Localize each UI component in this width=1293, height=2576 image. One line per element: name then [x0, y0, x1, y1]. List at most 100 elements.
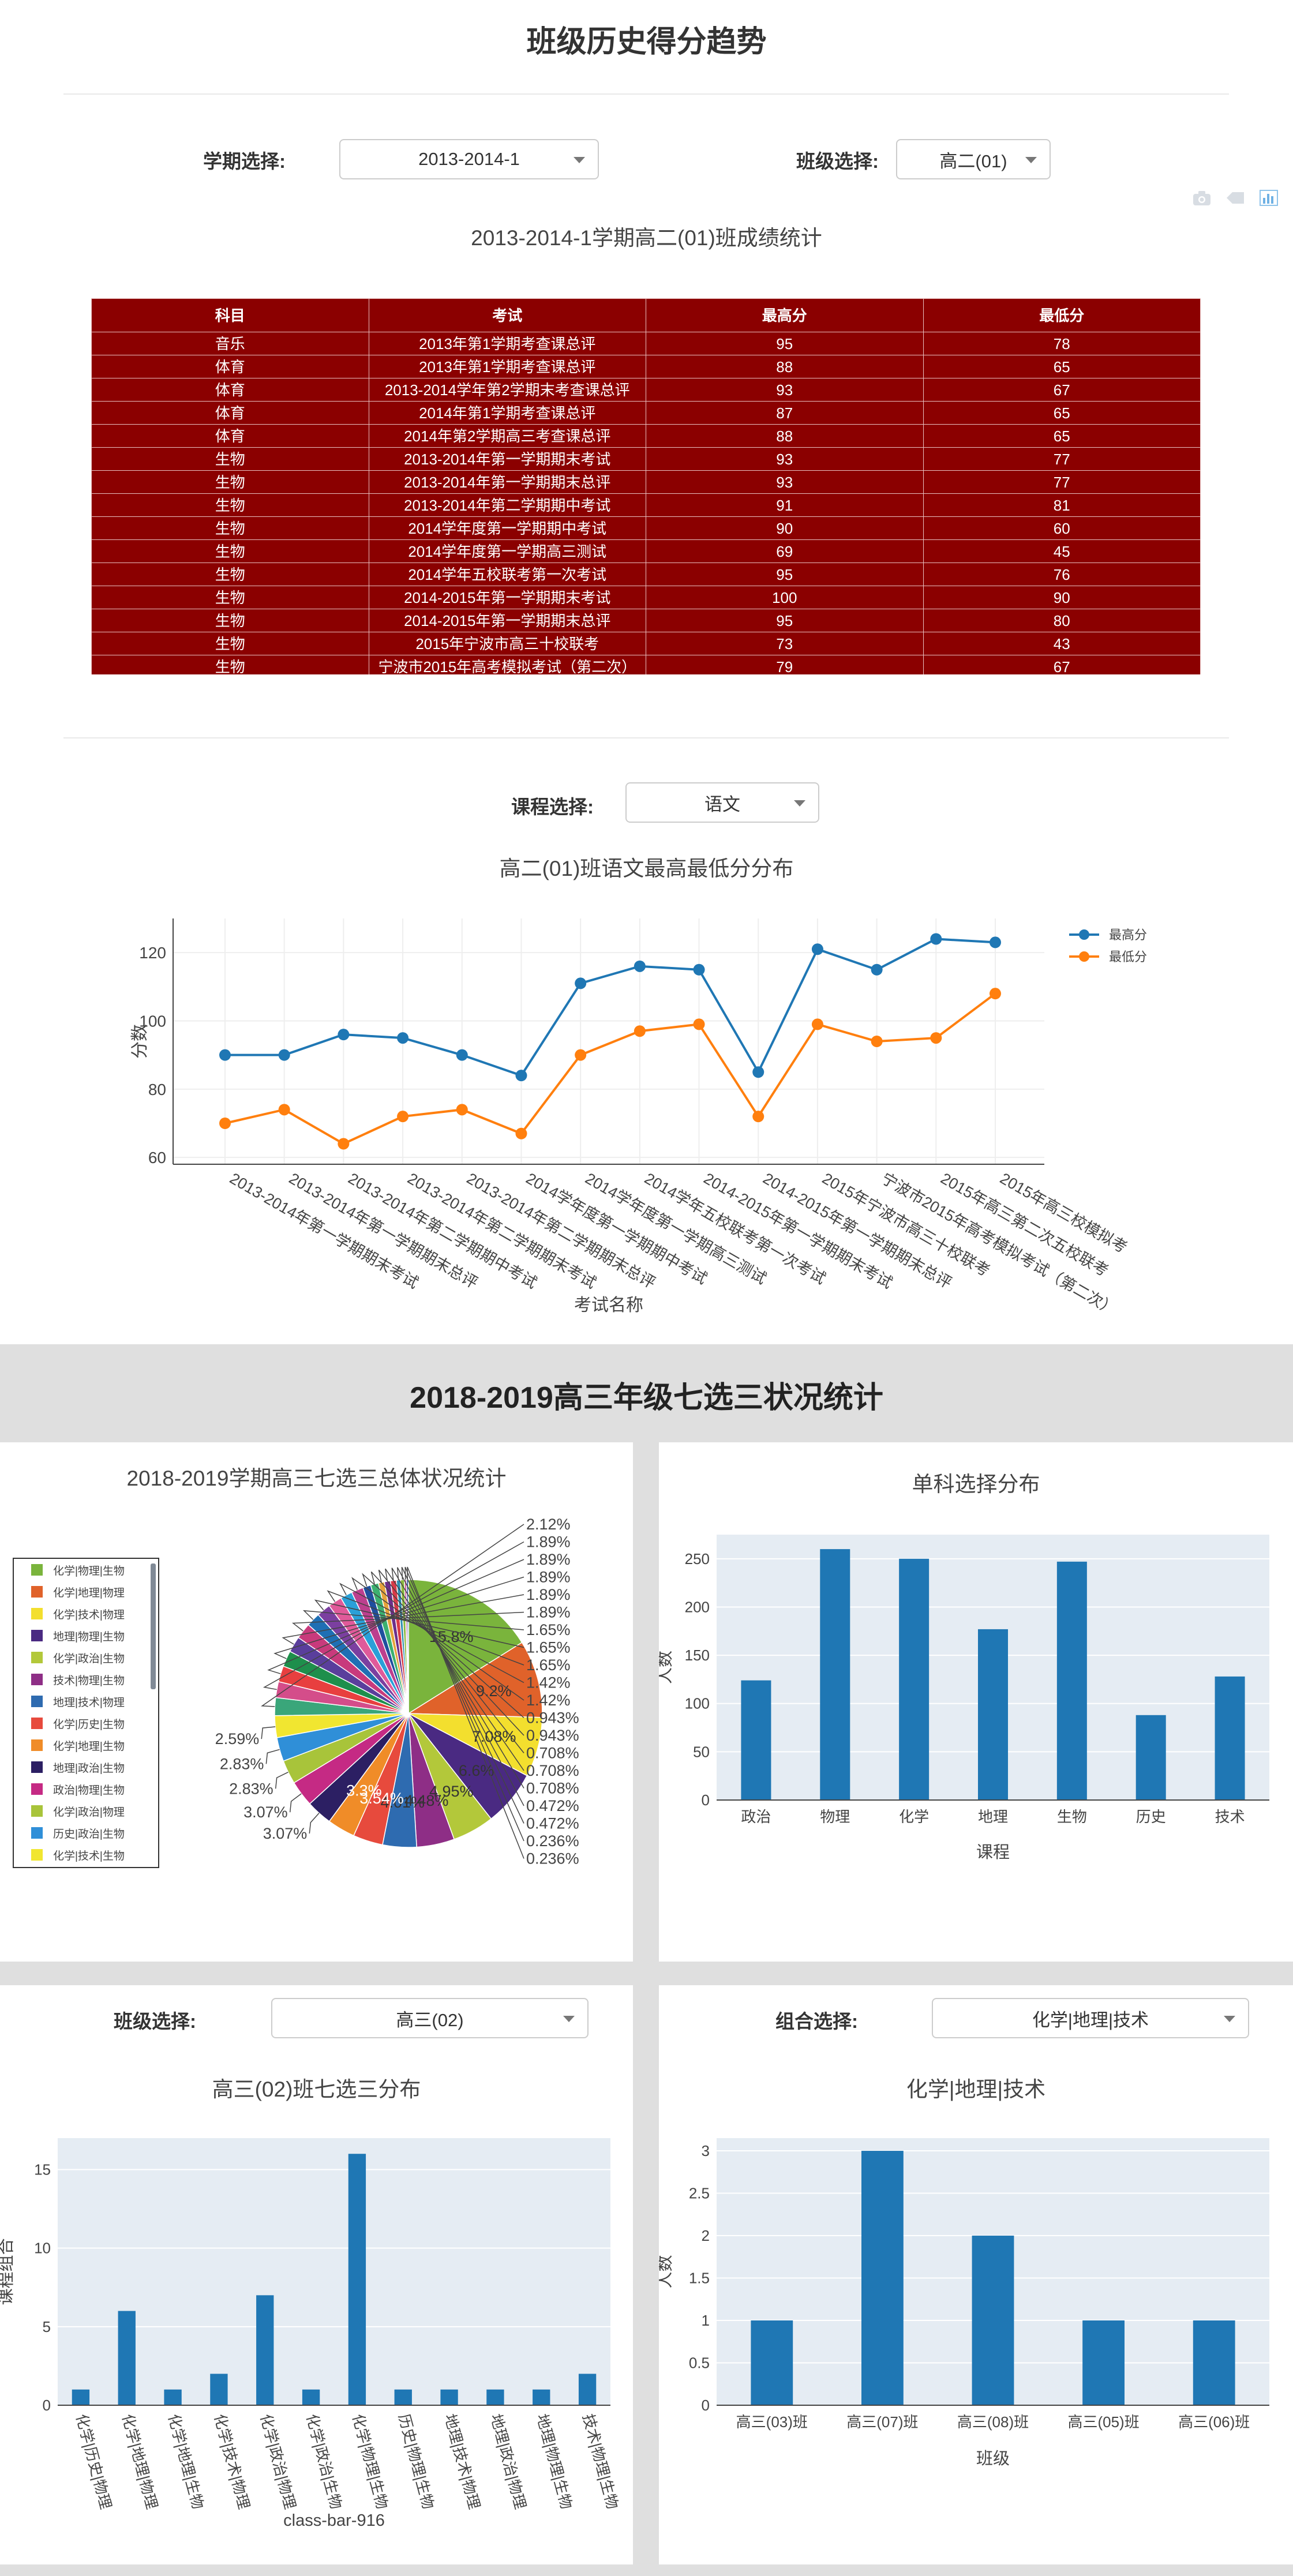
legend-item[interactable]: 地理|物理|生物 [14, 1625, 158, 1647]
data-point[interactable] [693, 963, 705, 976]
course-filter-label: 课程选择: [511, 796, 594, 818]
bar[interactable] [741, 1680, 771, 1800]
pie-legend[interactable]: 化学|物理|生物 化学|地理|物理 化学|技术|物理 地理|物理|生物 化学|政治|生物… [13, 1558, 159, 1868]
bar[interactable] [861, 2151, 904, 2405]
combo-select[interactable]: 化学|地理|技术 [932, 1998, 1249, 2038]
bar[interactable] [302, 2389, 320, 2405]
legend-item[interactable]: 化学|政治|物理 [14, 1800, 158, 1822]
legend-item[interactable]: 化学|地理|物理 [14, 1581, 158, 1603]
bar-chart-icon[interactable] [1259, 189, 1279, 207]
class-combo-select[interactable]: 高三(02) [271, 1998, 589, 2038]
legend-swatch [31, 1827, 43, 1839]
data-point[interactable] [930, 933, 942, 945]
bar[interactable] [533, 2389, 550, 2405]
data-point[interactable] [278, 1049, 290, 1061]
data-point[interactable] [752, 1111, 764, 1123]
x-tick-label: 地理|政治|物理 [488, 2412, 530, 2511]
data-point[interactable] [930, 1032, 942, 1044]
data-point[interactable] [219, 1049, 231, 1061]
camera-icon[interactable] [1192, 189, 1212, 207]
data-point[interactable] [990, 936, 1001, 948]
subject-bar-panel: 单科选择分布 0 50 100 150 200 250 政治 物理 化学 地理 生物 历史 技术 课程 人数 [659, 1442, 1293, 1962]
y-tick-label: 100 [139, 1013, 166, 1030]
bar[interactable] [1215, 1676, 1245, 1800]
data-point[interactable] [456, 1049, 468, 1061]
slice-leader-line [267, 1559, 524, 1674]
pie-slice[interactable] [408, 1579, 523, 1715]
bar[interactable] [348, 2154, 366, 2405]
bar[interactable] [256, 2295, 274, 2405]
legend-label: 历史|政治|生物 [53, 1828, 125, 1840]
data-point[interactable] [634, 960, 646, 972]
slice-label: 1.89% [526, 1551, 571, 1568]
course-select[interactable]: 语文 [625, 782, 819, 823]
data-point[interactable] [338, 1138, 350, 1150]
y-tick-label: 15 [34, 2161, 51, 2178]
bar[interactable] [1056, 1561, 1087, 1800]
data-point[interactable] [456, 1104, 468, 1116]
pie-slice[interactable] [408, 1713, 543, 1776]
bar[interactable] [1135, 1715, 1166, 1800]
legend-item[interactable]: 化学|政治|生物 [14, 1647, 158, 1668]
bar[interactable] [72, 2389, 90, 2405]
bar[interactable] [486, 2389, 504, 2405]
bar[interactable] [1082, 2320, 1125, 2405]
bar[interactable] [820, 1549, 850, 1800]
data-point[interactable] [278, 1104, 290, 1116]
data-point[interactable] [693, 1018, 705, 1030]
legend-item[interactable]: 地理|技术|物理 [14, 1690, 158, 1712]
legend-item[interactable]: 地理|政治|生物 [14, 1756, 158, 1778]
tag-icon[interactable] [1225, 190, 1245, 205]
legend-item[interactable]: 化学|物理|生物 [14, 1559, 158, 1581]
legend-item[interactable]: 政治|物理|生物 [14, 1778, 158, 1800]
legend-item[interactable]: 技术|物理|生物 [14, 1668, 158, 1690]
bar[interactable] [972, 2236, 1014, 2405]
term-select[interactable]: 2013-2014-1 [339, 139, 599, 179]
bar[interactable] [899, 1558, 930, 1800]
bar[interactable] [578, 2373, 597, 2405]
legend-item[interactable]: 化学|技术|物理 [14, 1603, 158, 1625]
legend-item[interactable]: 最低分 [1069, 950, 1147, 964]
slice-leader-line [275, 1772, 288, 1789]
data-point[interactable] [871, 1036, 883, 1047]
x-axis-title: 课程 [976, 1843, 1010, 1862]
data-point[interactable] [515, 1127, 527, 1139]
data-point[interactable] [811, 1018, 823, 1030]
bar[interactable] [440, 2389, 458, 2405]
legend-scrollbar[interactable] [151, 1563, 156, 1689]
bar[interactable] [394, 2389, 412, 2405]
bar[interactable] [1193, 2320, 1235, 2405]
data-point[interactable] [219, 1118, 231, 1129]
bar[interactable] [164, 2389, 182, 2405]
data-point[interactable] [397, 1111, 409, 1123]
x-tick-label: 地理|物理|生物 [533, 2412, 575, 2511]
legend-item[interactable]: 化学|技术|生物 [14, 1844, 158, 1866]
class-select[interactable]: 高二(01) [896, 139, 1051, 179]
data-point[interactable] [752, 1066, 764, 1078]
legend-item[interactable]: 历史|政治|生物 [14, 1822, 158, 1844]
x-tick-label: 高三(05)班 [1067, 2413, 1139, 2431]
slice-label: 0.236% [526, 1850, 579, 1868]
data-point[interactable] [397, 1032, 409, 1044]
data-point[interactable] [811, 943, 823, 955]
legend-label: 政治|物理|生物 [53, 1784, 125, 1797]
legend-item[interactable]: 化学|历史|生物 [14, 1712, 158, 1734]
legend-item[interactable]: 最高分 [1069, 928, 1147, 942]
table-cell: 65 [923, 424, 1201, 448]
bar[interactable] [977, 1629, 1009, 1800]
course-select-value: 语文 [704, 794, 740, 815]
bar[interactable] [118, 2311, 136, 2405]
pie-slice[interactable] [407, 1641, 543, 1718]
data-point[interactable] [575, 977, 587, 989]
legend-item[interactable]: 化学|地理|生物 [14, 1734, 158, 1756]
data-point[interactable] [634, 1025, 646, 1037]
data-point[interactable] [515, 1070, 527, 1082]
data-point[interactable] [990, 988, 1001, 1000]
bar[interactable] [751, 2320, 793, 2405]
bar[interactable] [210, 2373, 228, 2405]
data-point[interactable] [871, 963, 883, 976]
data-point[interactable] [338, 1029, 350, 1041]
y-tick-label: 10 [34, 2240, 51, 2257]
data-point[interactable] [575, 1049, 587, 1061]
